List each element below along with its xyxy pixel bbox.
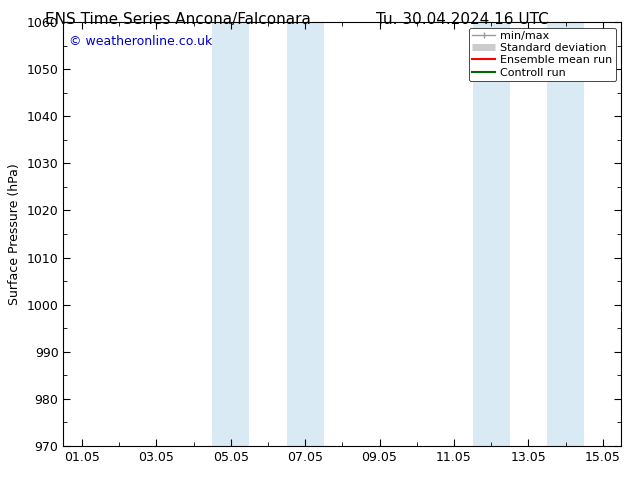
Bar [287, 22, 324, 446]
Bar [212, 22, 249, 446]
Bar [547, 22, 584, 446]
Text: © weatheronline.co.uk: © weatheronline.co.uk [69, 35, 212, 48]
Legend: min/max, Standard deviation, Ensemble mean run, Controll run: min/max, Standard deviation, Ensemble me… [469, 27, 616, 81]
Bar [472, 22, 510, 446]
Text: ENS Time Series Ancona/Falconara: ENS Time Series Ancona/Falconara [44, 12, 311, 27]
Text: Tu. 30.04.2024 16 UTC: Tu. 30.04.2024 16 UTC [377, 12, 549, 27]
Y-axis label: Surface Pressure (hPa): Surface Pressure (hPa) [8, 163, 21, 305]
